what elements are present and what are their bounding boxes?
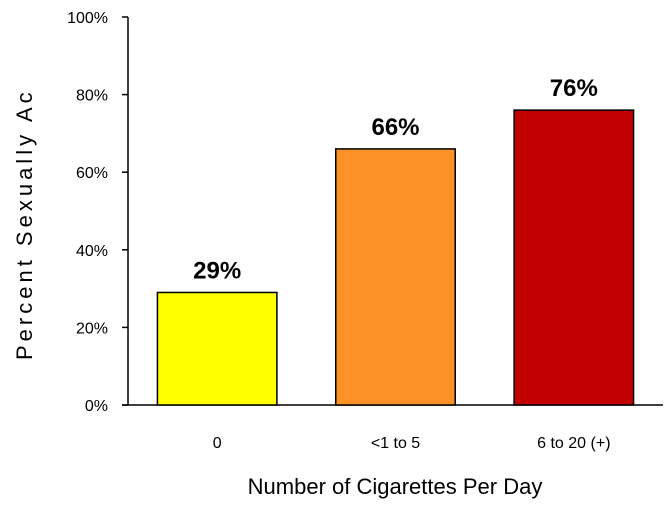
y-tick-label: 100%: [67, 10, 108, 27]
data-labels: 29% 66% 76%: [193, 75, 598, 284]
y-tick-label: 40%: [76, 243, 108, 260]
bars: [156, 109, 635, 406]
bar: [335, 148, 456, 406]
x-axis-title: Number of Cigarettes Per Day: [248, 474, 543, 499]
data-label: 29%: [193, 257, 241, 284]
bar: [513, 109, 635, 406]
x-axis: 0 <1 to 5 6 to 20 (+): [122, 404, 663, 452]
x-tick-label: <1 to 5: [371, 435, 420, 452]
y-tick-label: 20%: [76, 320, 108, 337]
data-label: 66%: [371, 114, 419, 141]
y-tick-label: 60%: [76, 165, 108, 182]
y-axis-title: Percent Sexually Ac: [12, 88, 37, 360]
data-label: 76%: [550, 75, 598, 102]
x-tick-label: 6 to 20 (+): [537, 435, 610, 452]
bar: [156, 291, 278, 406]
y-axis: 0% 20% 40% 60% 80% 100%: [67, 10, 129, 415]
y-tick-label: 80%: [76, 88, 108, 105]
x-tick-label: 0: [213, 435, 222, 452]
y-tick-label: 0%: [85, 398, 108, 415]
